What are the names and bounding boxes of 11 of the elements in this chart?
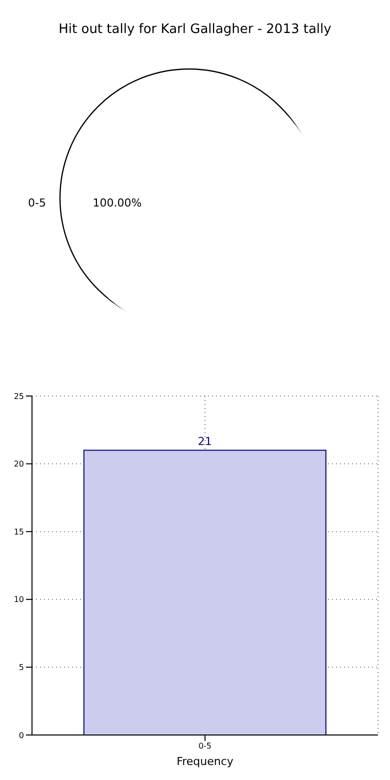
data-label: 100.00% <box>92 196 142 210</box>
chart-title: Hit out tally for Karl Gallagher - 2013 tally <box>58 22 332 37</box>
data-label: 21 <box>198 435 212 448</box>
x-axis-title: Frequency <box>176 755 234 768</box>
y-tick-label: 0 <box>18 730 24 740</box>
slice-label: 0-5 <box>28 196 46 210</box>
y-tick-label: 20 <box>14 460 24 469</box>
y-tick-label: 10 <box>14 595 24 604</box>
y-tick-label: 5 <box>18 663 24 672</box>
y-tick-label: 25 <box>14 392 24 401</box>
y-tick-label: 15 <box>14 527 24 536</box>
